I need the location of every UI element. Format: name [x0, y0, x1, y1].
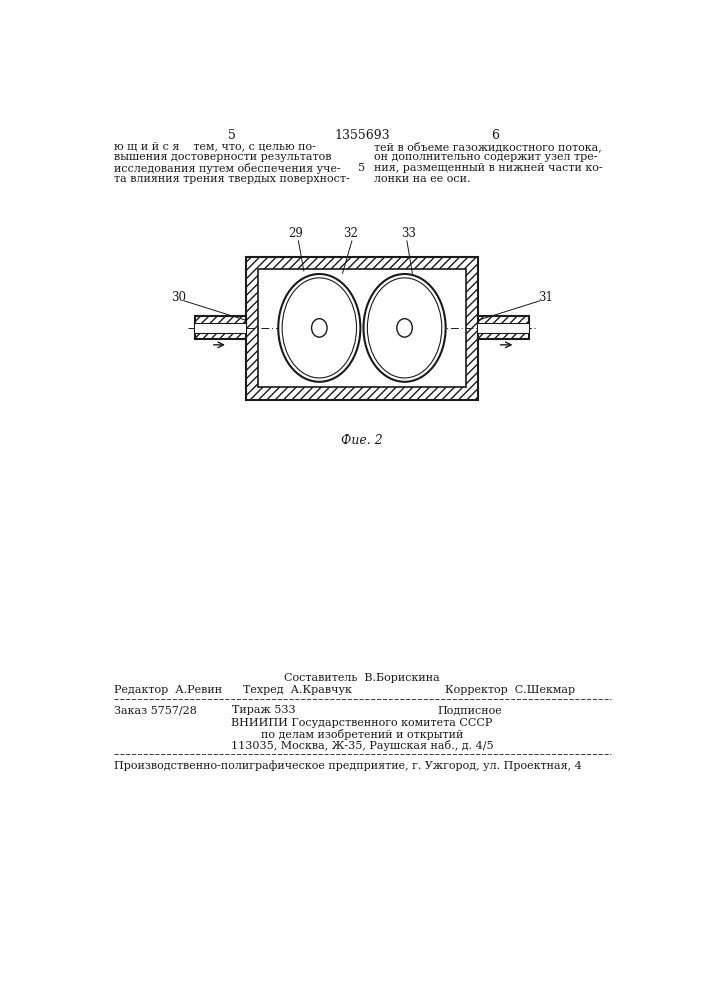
Ellipse shape — [397, 319, 412, 337]
Text: Заказ 5757/28: Заказ 5757/28 — [114, 705, 197, 715]
Text: ния, размещенный в нижней части ко-: ния, размещенный в нижней части ко- — [373, 163, 602, 173]
Bar — [195, 316, 246, 339]
Text: ю щ и й с я    тем, что, с целью по-: ю щ и й с я тем, что, с целью по- — [114, 142, 316, 152]
Text: Тираж 533: Тираж 533 — [232, 705, 296, 715]
Ellipse shape — [368, 278, 442, 378]
Bar — [195, 323, 246, 333]
Bar — [246, 257, 478, 400]
Text: 6: 6 — [491, 129, 499, 142]
Ellipse shape — [312, 319, 327, 337]
Text: 32: 32 — [343, 227, 358, 240]
Bar — [478, 316, 529, 339]
Text: он дополнительно содержит узел тре-: он дополнительно содержит узел тре- — [373, 152, 597, 162]
Text: 30: 30 — [171, 291, 186, 304]
Text: Подписное: Подписное — [437, 705, 502, 715]
Text: 29: 29 — [288, 227, 303, 240]
Bar — [258, 269, 466, 387]
Ellipse shape — [279, 274, 361, 382]
Text: Редактор  А.Ревин: Редактор А.Ревин — [114, 685, 222, 695]
Bar — [478, 323, 529, 333]
Text: та влияния трения твердых поверхност-: та влияния трения твердых поверхност- — [114, 174, 350, 184]
Ellipse shape — [363, 274, 445, 382]
Bar — [246, 257, 478, 400]
Bar — [258, 269, 466, 387]
Text: вышения достоверности результатов: вышения достоверности результатов — [114, 152, 332, 162]
Bar — [195, 316, 246, 339]
Ellipse shape — [282, 278, 356, 378]
Text: Производственно-полиграфическое предприятие, г. Ужгород, ул. Проектная, 4: Производственно-полиграфическое предприя… — [114, 760, 582, 771]
Text: 33: 33 — [401, 227, 416, 240]
Text: лонки на ее оси.: лонки на ее оси. — [373, 174, 470, 184]
Text: исследования путем обеспечения уче-: исследования путем обеспечения уче- — [114, 163, 341, 174]
Text: 5: 5 — [228, 129, 235, 142]
Text: Техред  А.Кравчук: Техред А.Кравчук — [243, 685, 352, 695]
Text: по делам изобретений и открытий: по делам изобретений и открытий — [261, 729, 463, 740]
Text: 113035, Москва, Ж-35, Раушская наб., д. 4/5: 113035, Москва, Ж-35, Раушская наб., д. … — [230, 740, 493, 751]
Text: 1355693: 1355693 — [334, 129, 390, 142]
Text: 31: 31 — [538, 291, 553, 304]
Text: 5: 5 — [358, 163, 366, 173]
Text: ВНИИПИ Государственного комитета СССР: ВНИИПИ Государственного комитета СССР — [231, 718, 493, 728]
Text: тей в объеме газожидкостного потока,: тей в объеме газожидкостного потока, — [373, 142, 602, 152]
Text: Корректор  С.Шекмар: Корректор С.Шекмар — [445, 685, 575, 695]
Text: Составитель  В.Борискина: Составитель В.Борискина — [284, 673, 440, 683]
Text: Фие. 2: Фие. 2 — [341, 434, 382, 447]
Bar — [478, 316, 529, 339]
